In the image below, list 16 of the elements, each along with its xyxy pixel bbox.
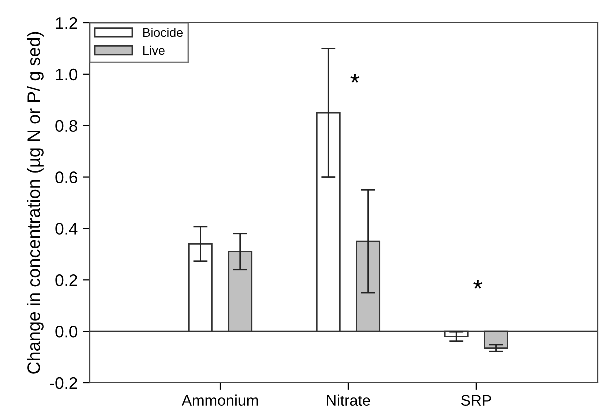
y-axis-title: Change in concentration (µg N or P/ g sed) (27, 32, 44, 374)
x-tick-label: SRP (461, 395, 492, 406)
x-tick-label: Nitrate (327, 394, 370, 406)
legend-label: Live (144, 46, 165, 56)
x-tick-label: Ammonium (182, 394, 258, 406)
legend-label: Biocide (144, 28, 183, 38)
y-tick-label: -0.2 (50, 377, 78, 390)
y-tick-label: 0.8 (56, 120, 78, 132)
y-tick-label: 0.6 (56, 172, 78, 184)
y-tick-label: 1.0 (56, 68, 78, 81)
y-tick-label: 1.2 (56, 17, 78, 30)
annotation: * (474, 280, 483, 289)
annotation: * (350, 74, 360, 83)
y-tick-label: 0.0 (56, 326, 78, 338)
y-tick-label: 0.2 (56, 274, 78, 286)
y-tick-label: 0.4 (56, 223, 78, 235)
